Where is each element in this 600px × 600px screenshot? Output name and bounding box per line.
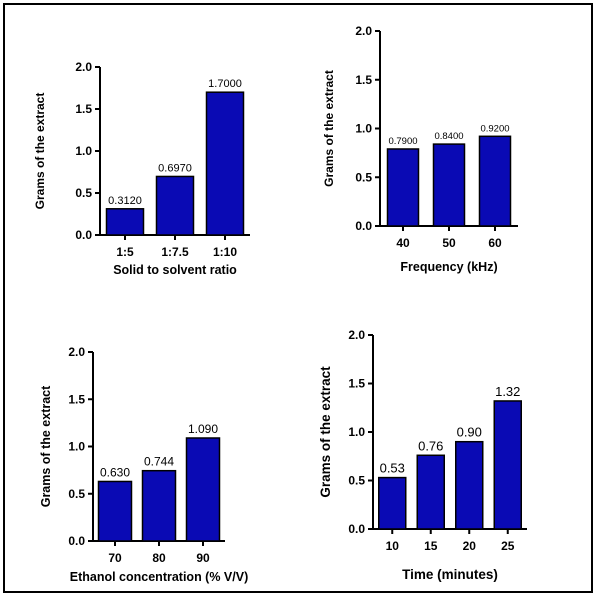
y-tick-label: 1.0 — [68, 440, 85, 454]
data-label: 0.53 — [380, 461, 405, 476]
y-tick-label: 2.0 — [68, 345, 85, 359]
chart-panel-2: 0.0 0.5 1.0 1.5 2.0 0.7900 40 0.8400 50 0.9200 60 F… — [322, 24, 518, 274]
x-tick-label: 70 — [108, 551, 122, 565]
x-axis-title: Frequency (kHz) — [400, 260, 497, 274]
y-tick-label: 0.5 — [68, 487, 85, 501]
bar-1:5 — [105, 208, 145, 236]
y-tick-label: 0.5 — [348, 474, 365, 488]
x-tick-label: 80 — [152, 551, 166, 565]
y-tick-label: 1.5 — [355, 73, 372, 87]
data-label: 1.7000 — [208, 78, 242, 90]
y-axis-title: Grams of the extract — [39, 385, 53, 507]
x-tick-label: 50 — [442, 236, 456, 250]
y-tick-label: 1.0 — [348, 425, 365, 439]
x-tick-label: 40 — [396, 236, 410, 250]
x-tick-label: 25 — [501, 539, 515, 553]
data-label: 0.8400 — [434, 131, 463, 142]
data-label: 1.32 — [495, 384, 520, 399]
x-axis-title: Ethanol concentration (% V/V) — [70, 570, 249, 584]
y-tick-label: 2.0 — [355, 24, 372, 38]
y-axis-title: Grams of the extract — [322, 70, 336, 187]
y-axis-title: Grams of the extract — [318, 366, 333, 498]
y-tick-label: 0.5 — [355, 170, 372, 184]
chart-panel-3: 0.0 0.5 1.0 1.5 2.0 0.630 70 0.744 80 1.090 90 Etha… — [39, 345, 248, 584]
bar-25 — [493, 400, 522, 530]
data-label: 0.630 — [100, 465, 130, 479]
data-label: 1.090 — [188, 422, 218, 436]
x-tick-label: 60 — [488, 236, 502, 250]
y-tick-label: 1.5 — [68, 392, 85, 406]
x-tick-label: 1:10 — [213, 245, 237, 259]
y-tick-label: 2.0 — [348, 328, 365, 342]
bar-60 — [478, 135, 512, 227]
x-tick-label: 15 — [424, 539, 438, 553]
chart-panel-4: 0.0 0.5 1.0 1.5 2.0 0.53 10 0.76 15 0.90 20 1.32 25T… — [318, 328, 527, 582]
bar-50 — [432, 143, 466, 227]
bar-1:10 — [205, 91, 245, 236]
x-tick-label: 1:7.5 — [161, 245, 189, 259]
y-tick-label: 0.0 — [348, 522, 365, 536]
data-label: 0.90 — [457, 425, 482, 440]
bar-40 — [386, 148, 420, 227]
y-tick-label: 2.0 — [75, 60, 92, 74]
y-tick-label: 0.0 — [75, 228, 92, 242]
y-tick-label: 0.0 — [68, 534, 85, 548]
x-axis-title: Solid to solvent ratio — [113, 263, 237, 277]
x-axis-title: Time (minutes) — [402, 567, 498, 582]
y-tick-label: 1.5 — [348, 377, 365, 391]
x-tick-label: 90 — [196, 551, 210, 565]
y-tick-label: 1.0 — [75, 144, 92, 158]
chart-panel-1: 0.0 0.5 1.0 1.5 2.0 0.3120 1:5 0.6970 1:7.5 1.700… — [33, 60, 250, 277]
y-tick-label: 1.0 — [355, 122, 372, 136]
y-axis-title: Grams of the extract — [33, 93, 47, 210]
data-label: 0.3120 — [108, 195, 142, 207]
data-label: 0.76 — [418, 438, 443, 453]
x-tick-label: 20 — [463, 539, 477, 553]
bar-1:7.5 — [155, 175, 195, 236]
bar-20 — [455, 440, 484, 530]
y-tick-label: 0.0 — [355, 219, 372, 233]
x-tick-label: 10 — [386, 539, 400, 553]
data-label: 0.6970 — [158, 162, 192, 174]
y-tick-label: 0.5 — [75, 186, 92, 200]
bar-90 — [185, 437, 221, 542]
bar-10 — [378, 476, 407, 530]
x-tick-label: 1:5 — [116, 245, 134, 259]
bar-80 — [141, 469, 177, 542]
figure-frame — [3, 3, 593, 593]
data-label: 0.9200 — [480, 123, 509, 134]
data-label: 0.7900 — [388, 136, 417, 147]
y-tick-label: 1.5 — [75, 102, 92, 116]
bar-70 — [97, 480, 133, 542]
bar-15 — [416, 454, 445, 530]
data-label: 0.744 — [144, 455, 174, 469]
